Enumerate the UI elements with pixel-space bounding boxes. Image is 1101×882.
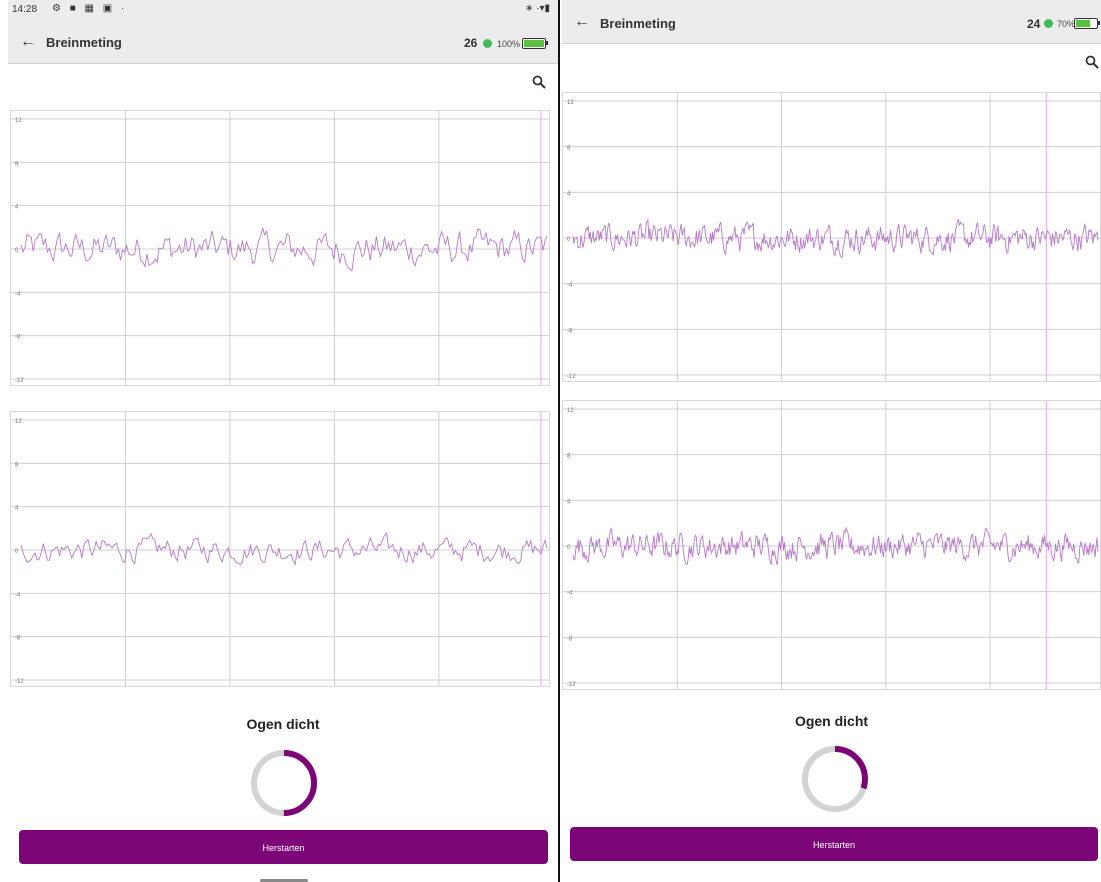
y-tick-label: 0: [567, 237, 571, 243]
y-tick-label: -8: [15, 335, 21, 341]
y-tick-label: -8: [567, 328, 573, 334]
progress-ring-fill: [251, 750, 317, 816]
y-tick-label: 4: [567, 191, 571, 197]
eeg-signal-line: [20, 532, 548, 566]
battery-percentage: 100%: [497, 39, 521, 49]
y-tick-label: -4: [567, 283, 573, 289]
y-tick-label: 0: [15, 248, 19, 254]
eeg-chart-right-bottom: 12 8 4 0 -4 -8 -12: [562, 400, 1101, 690]
progress-ring-fill: [802, 746, 868, 812]
eeg-signal-line: [572, 526, 1099, 566]
eyes-state-label: Ogen dicht: [246, 716, 320, 732]
y-tick-label: 0: [567, 545, 571, 551]
y-tick-label: 4: [15, 506, 19, 512]
back-arrow-icon[interactable]: ←: [20, 33, 36, 50]
app-bar: ← Breinmeting 24 70%: [562, 0, 1101, 44]
right-screen: ← Breinmeting 24 70% 12 8 4 0 -4 -8 -12 12 8 4 0 -…: [562, 0, 1101, 882]
home-indicator: [260, 879, 308, 882]
eeg-signal-line: [20, 226, 548, 272]
signal-count: 26: [464, 36, 478, 50]
eeg-chart-left-bottom: 12 8 4 0 -4 -8 -12: [10, 411, 550, 687]
y-tick-label: -12: [15, 378, 24, 384]
y-tick-label: -12: [15, 679, 24, 685]
page-title: Breinmeting: [46, 35, 122, 50]
progress-ring: [251, 750, 317, 816]
y-tick-label: 12: [567, 100, 574, 106]
battery-icon: [1074, 18, 1100, 29]
y-tick-label: 0: [15, 549, 19, 555]
y-tick-label: 4: [567, 499, 571, 505]
signal-count: 24: [1027, 17, 1041, 31]
screen-divider: [558, 0, 560, 882]
search-icon[interactable]: [1085, 55, 1099, 69]
y-tick-label: 8: [15, 462, 19, 468]
connection-status-dot: [483, 39, 492, 48]
eeg-chart-left-top: 12 8 4 0 -4 -8 -12: [10, 110, 550, 386]
restart-button[interactable]: Herstarten: [19, 830, 548, 864]
notification-icons: ⚙ ■ ▦ ▣ ·: [52, 3, 128, 14]
y-tick-label: 12: [15, 118, 22, 124]
app-bar: ← Breinmeting 26 100%: [8, 20, 558, 64]
eeg-chart-right-top: 12 8 4 0 -4 -8 -12: [562, 92, 1101, 382]
search-icon[interactable]: [532, 75, 546, 89]
battery-icon: [522, 38, 548, 49]
y-tick-label: 8: [567, 454, 571, 460]
back-arrow-icon[interactable]: ←: [574, 13, 590, 30]
y-tick-label: -12: [567, 374, 576, 380]
y-tick-label: -4: [15, 592, 21, 598]
y-tick-label: 8: [15, 161, 19, 167]
wifi-icon: ∗ ·▾▮: [524, 3, 550, 14]
battery-percentage: 70%: [1057, 19, 1076, 29]
y-tick-label: 12: [567, 408, 574, 414]
y-tick-label: -12: [567, 682, 576, 688]
left-screen: 14:28 ⚙ ■ ▦ ▣ · ∗ ·▾▮ ← Breinmeting 26 1…: [8, 0, 558, 882]
status-bar: 14:28 ⚙ ■ ▦ ▣ · ∗ ·▾▮: [8, 0, 558, 20]
eeg-signal-line: [572, 218, 1099, 259]
y-tick-label: -8: [567, 636, 573, 642]
y-tick-label: 8: [567, 146, 571, 152]
connection-status-dot: [1044, 19, 1053, 28]
progress-ring: [802, 746, 868, 812]
page-title: Breinmeting: [600, 16, 676, 31]
y-tick-label: -4: [567, 591, 573, 597]
y-tick-label: 12: [15, 419, 22, 425]
y-tick-label: 4: [15, 205, 19, 211]
status-time: 14:28: [12, 4, 38, 15]
eyes-state-label: Ogen dicht: [794, 713, 869, 729]
y-tick-label: -8: [15, 636, 21, 642]
restart-button[interactable]: Herstarten: [570, 827, 1098, 861]
y-tick-label: -4: [15, 291, 21, 297]
